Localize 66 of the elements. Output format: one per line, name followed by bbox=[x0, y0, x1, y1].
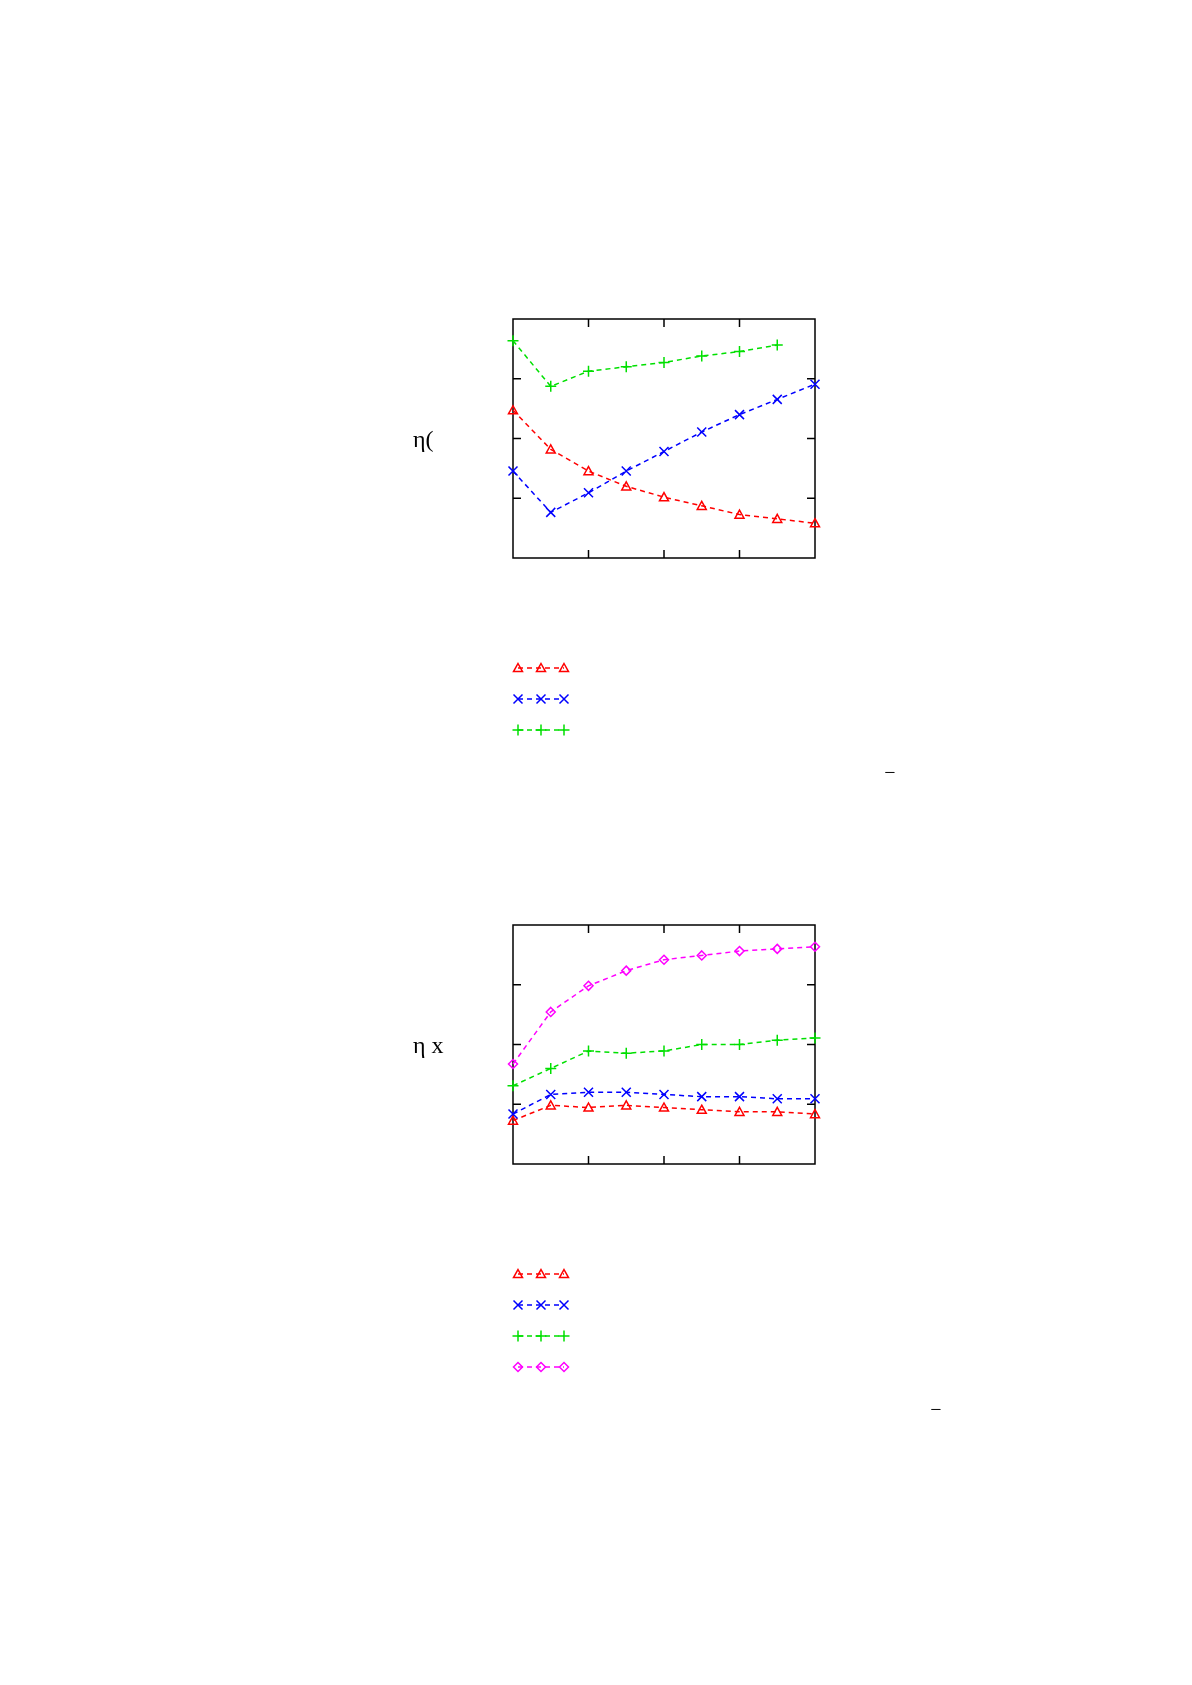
point bbox=[658, 954, 670, 966]
point bbox=[544, 1062, 557, 1075]
point bbox=[772, 513, 783, 524]
point bbox=[658, 1089, 670, 1100]
point bbox=[506, 1079, 520, 1093]
point bbox=[657, 1044, 671, 1058]
point bbox=[507, 405, 519, 415]
point bbox=[658, 446, 670, 457]
point bbox=[695, 1038, 708, 1051]
point bbox=[809, 378, 821, 390]
point bbox=[809, 1108, 821, 1119]
point bbox=[583, 1102, 594, 1112]
point bbox=[734, 509, 745, 519]
point bbox=[734, 1091, 745, 1102]
point bbox=[772, 394, 783, 405]
point bbox=[696, 950, 707, 961]
point bbox=[734, 409, 745, 420]
point bbox=[544, 380, 557, 393]
point bbox=[772, 1106, 783, 1117]
point bbox=[545, 507, 556, 518]
point bbox=[695, 349, 708, 363]
text: − bbox=[930, 1398, 942, 1420]
point bbox=[583, 465, 594, 476]
point bbox=[583, 1087, 594, 1098]
y-axis-title: η x bbox=[413, 1031, 444, 1058]
point bbox=[733, 1038, 746, 1051]
point bbox=[621, 1087, 632, 1098]
point bbox=[809, 941, 821, 952]
point bbox=[507, 1108, 519, 1120]
y-axis-title: η( bbox=[413, 425, 434, 452]
point bbox=[696, 500, 707, 511]
point bbox=[771, 1033, 784, 1047]
point bbox=[545, 444, 556, 454]
point bbox=[734, 1106, 745, 1117]
point bbox=[582, 364, 595, 378]
point bbox=[583, 487, 594, 499]
point bbox=[621, 481, 632, 491]
point bbox=[545, 1006, 556, 1018]
point bbox=[772, 943, 783, 955]
point bbox=[621, 465, 632, 477]
point bbox=[771, 338, 784, 352]
point bbox=[507, 1115, 519, 1125]
point bbox=[507, 1058, 519, 1070]
point bbox=[621, 965, 632, 976]
point bbox=[620, 1046, 633, 1060]
point bbox=[507, 465, 519, 477]
point bbox=[696, 1104, 707, 1115]
point bbox=[583, 980, 594, 992]
point bbox=[772, 1093, 783, 1105]
point bbox=[734, 945, 745, 957]
point bbox=[733, 345, 746, 358]
point bbox=[809, 1093, 821, 1105]
point bbox=[582, 1044, 595, 1058]
point bbox=[696, 426, 707, 438]
point bbox=[621, 1100, 632, 1110]
point bbox=[545, 1089, 556, 1100]
point bbox=[696, 1091, 707, 1102]
point bbox=[658, 491, 670, 502]
point bbox=[620, 360, 633, 374]
point bbox=[657, 356, 671, 369]
point bbox=[808, 1031, 822, 1045]
point bbox=[506, 334, 520, 347]
point bbox=[545, 1100, 556, 1110]
point bbox=[658, 1102, 670, 1112]
text: − bbox=[884, 761, 896, 783]
point bbox=[809, 517, 821, 528]
